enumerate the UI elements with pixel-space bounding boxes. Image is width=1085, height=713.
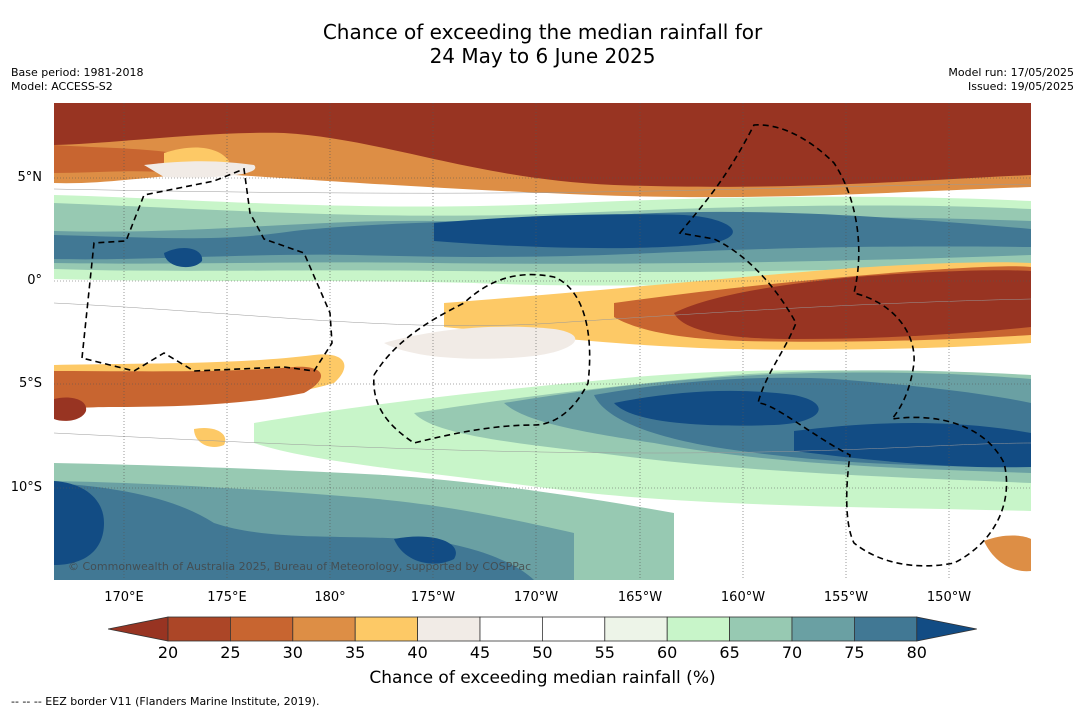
colorbar [108, 616, 977, 642]
map-contour-2 [54, 298, 1031, 326]
colorbar-tick-label: 20 [157, 643, 179, 662]
model-name: Model: ACCESS-S2 [11, 80, 113, 93]
colorbar-tick-label: 60 [657, 643, 678, 662]
lat-label-5s: 5°S [18, 376, 42, 391]
title-line-1: Chance of exceeding the median rainfall … [322, 20, 763, 44]
colorbar-tick-label: 40 [407, 643, 428, 662]
lon-label-165w: 165°W [617, 590, 663, 605]
map-contour-1 [54, 184, 1031, 194]
meta-right: Model run: 17/05/2025 Issued: 19/05/2025 [948, 66, 1074, 94]
colorbar-extend-high [916, 616, 977, 642]
eez-borders [81, 124, 1008, 567]
map-band-eq-pale [384, 326, 576, 359]
colorbar-segment [230, 616, 294, 642]
colorbar-tick-label: 45 [469, 643, 491, 662]
lat-label-0: 0° [27, 273, 42, 288]
colorbar-tick-label: 30 [282, 643, 303, 662]
copyright-note: © Commonwealth of Australia 2025, Bureau… [68, 560, 531, 573]
map-contour-3 [54, 432, 1031, 454]
map-band-blue-dark [434, 214, 733, 249]
colorbar-tick-label: 50 [532, 643, 553, 662]
lon-label-160w: 160°W [720, 590, 766, 605]
map-title: Chance of exceeding the median rainfall … [0, 20, 1085, 68]
colorbar-segment [167, 616, 231, 642]
lon-label-180: 180° [314, 590, 346, 605]
lon-label-175w: 175°W [410, 590, 456, 605]
issued-date: Issued: 19/05/2025 [967, 80, 1074, 93]
colorbar-segment [354, 616, 418, 642]
lon-label-155w: 155°W [823, 590, 869, 605]
eez-border-line-islands [678, 124, 1008, 567]
lon-label-150w: 150°W [926, 590, 972, 605]
colorbar-segment [417, 616, 481, 642]
base-period: Base period: 1981-2018 [11, 66, 144, 79]
colorbar-segment [729, 616, 793, 642]
meta-left: Base period: 1981-2018 Model: ACCESS-S2 [11, 66, 143, 94]
map-band-north-pale [144, 161, 256, 178]
colorbar-label: Chance of exceeding median rainfall (%) [369, 668, 716, 688]
rainfall-map: © Commonwealth of Australia 2025, Bureau… [54, 103, 1031, 580]
map-band-se-orange [984, 535, 1031, 572]
colorbar-segment [666, 616, 731, 642]
colorbar-segment [791, 616, 855, 642]
map-band-north [54, 103, 1031, 187]
colorbar-extend-low [108, 616, 169, 642]
lon-label-170w: 170°W [513, 590, 559, 605]
map-band-south-yellow-spot [194, 427, 226, 448]
colorbar-segment [479, 616, 543, 642]
map-band-sw-blue-dark [54, 481, 456, 565]
eez-border-legend: -- -- -- EEZ border V11 (Flanders Marine… [11, 695, 320, 708]
colorbar-segment [292, 616, 356, 642]
colorbar-tick-label: 25 [220, 643, 241, 662]
colorbar-tick-label: 65 [719, 643, 740, 662]
map-band-blue-dark-west [164, 247, 203, 268]
map-band-south-red [54, 397, 87, 421]
colorbar-tick-label: 35 [345, 643, 366, 662]
map-graticule [54, 103, 1031, 580]
map-band-eq-red [674, 270, 1031, 339]
lon-label-170e: 170°E [104, 590, 144, 605]
colorbar-tick-label: 80 [906, 643, 927, 662]
eez-border-tuvalu-kiribati [81, 167, 333, 372]
map-band-south-orange [54, 366, 322, 409]
colorbar-tick-label: 55 [594, 643, 615, 662]
lat-label-5n: 5°N [17, 170, 43, 185]
lat-label-10s: 10°S [10, 480, 42, 495]
lon-label-175e: 175°E [207, 590, 247, 605]
title-line-2: 24 May to 6 June 2025 [429, 44, 656, 68]
map-band-south-blue-dark [614, 390, 1031, 468]
colorbar-segment [854, 616, 918, 642]
colorbar-segment [604, 616, 668, 642]
colorbar-tick-label: 70 [781, 643, 803, 662]
colorbar-segment [541, 616, 606, 642]
colorbar-tick-label: 75 [844, 643, 865, 662]
model-run-date: Model run: 17/05/2025 [948, 66, 1074, 79]
